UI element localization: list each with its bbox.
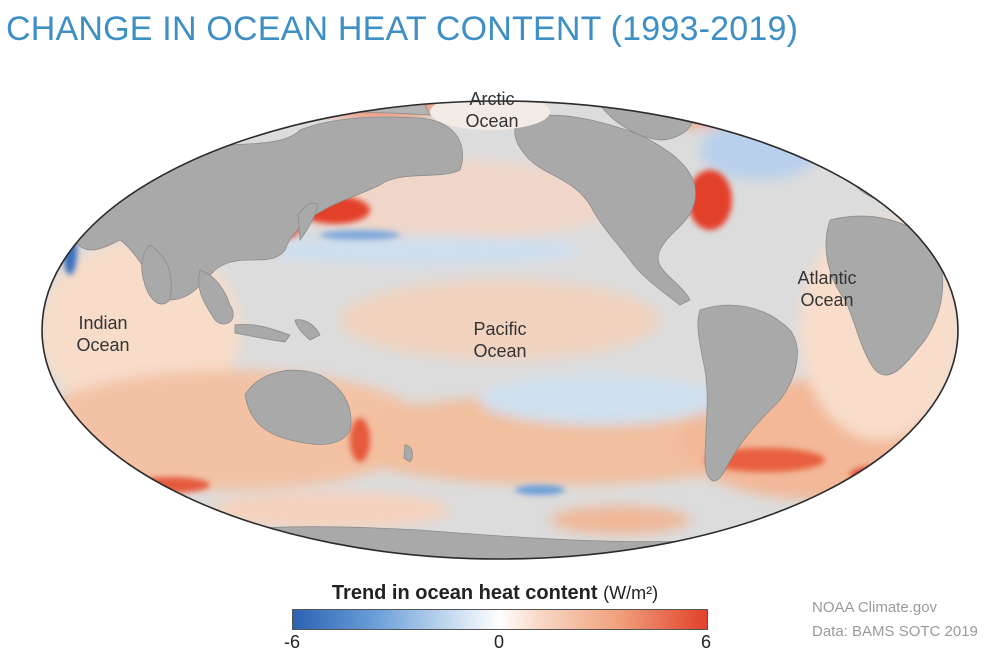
ocean-label-pacific: Pacific Ocean: [473, 319, 527, 361]
arctic-patch: [430, 101, 550, 130]
color-legend: Trend in ocean heat content (W/m²) -6 0 …: [280, 582, 711, 654]
legend-ticks: -6 0 6: [284, 630, 711, 654]
credit-data: Data: BAMS SOTC 2019: [812, 623, 978, 640]
legend-tick-mid: 0: [493, 632, 505, 652]
legend-unit: (W/m²): [603, 583, 659, 603]
legend-tick-max: 6: [700, 632, 712, 652]
globe-outline: [41, 100, 959, 560]
legend-title: Trend in ocean heat content (W/m²): [280, 582, 710, 605]
page-title: CHANGE IN OCEAN HEAT CONTENT (1993-2019): [6, 10, 799, 48]
credit: NOAA Climate.gov Data: BAMS SOTC 2019: [812, 596, 978, 644]
credit-source: NOAA Climate.gov: [812, 599, 938, 616]
legend-tick-min: -6: [283, 632, 301, 652]
legend-color-bar: [292, 609, 708, 630]
ocean-label-atlantic: Atlantic Ocean: [797, 268, 857, 310]
map-svg: [41, 100, 959, 560]
ocean-label-arctic: Arctic Ocean: [465, 89, 519, 131]
legend-title-text: Trend in ocean heat content: [331, 582, 598, 604]
ocean-heat-map: Arctic Ocean Atlantic Ocean Indian Ocean…: [41, 89, 959, 560]
ocean-label-indian: Indian Ocean: [76, 313, 130, 355]
